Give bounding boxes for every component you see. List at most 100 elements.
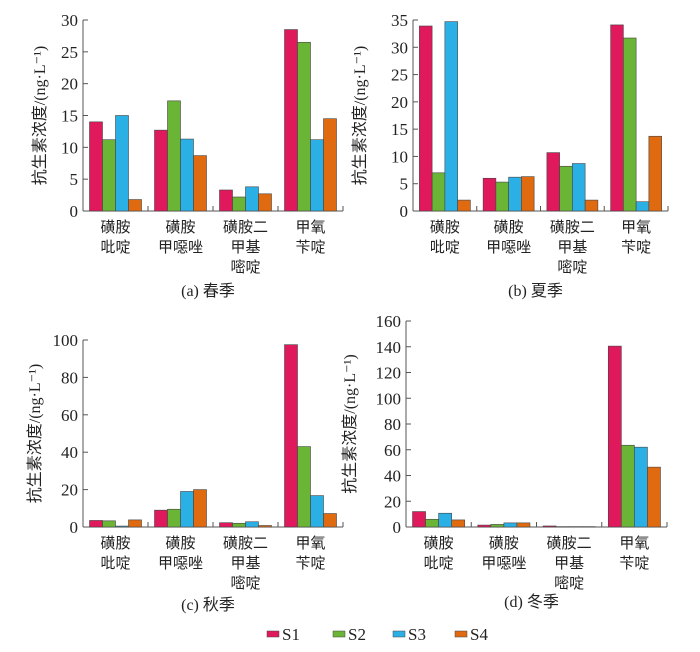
bar-s4-cat3 bbox=[323, 513, 337, 528]
bar-s2-cat1 bbox=[490, 524, 505, 528]
bar-s2-cat0 bbox=[102, 139, 116, 212]
x-category-label: 磺胺 bbox=[165, 535, 195, 552]
x-category-label: 磺胺 bbox=[430, 219, 460, 236]
bar-s1-cat2 bbox=[546, 152, 560, 212]
bar-s1-cat3 bbox=[610, 24, 624, 212]
x-category-label: 苄啶 bbox=[295, 555, 325, 572]
legend-label-s1: S1 bbox=[282, 625, 300, 644]
y-tick-label: 0 bbox=[70, 202, 79, 221]
panel-title: (d) 冬季 bbox=[504, 593, 559, 611]
bar-s4-cat2 bbox=[258, 193, 272, 212]
y-tick-label: 100 bbox=[376, 389, 402, 408]
bar-s1-cat3 bbox=[284, 344, 298, 528]
bar-s1-cat1 bbox=[482, 177, 497, 212]
x-category-label: 甲噁唑 bbox=[158, 239, 203, 256]
x-category-label: 甲基 bbox=[557, 239, 587, 256]
x-category-label: 磺胺二 bbox=[550, 219, 595, 236]
y-tick-label: 10 bbox=[61, 138, 78, 157]
legend: S1 S2 S3 S4 bbox=[266, 625, 488, 644]
x-category-label: 甲氧 bbox=[619, 535, 649, 552]
y-tick-label: 120 bbox=[376, 364, 402, 383]
bar-s4-cat2 bbox=[258, 525, 272, 528]
bar-s2-cat2 bbox=[232, 196, 246, 212]
bar-s4-cat2 bbox=[581, 526, 596, 528]
bar-s2-cat3 bbox=[621, 444, 635, 528]
bar-s3-cat2 bbox=[245, 521, 259, 528]
bar-s4-cat3 bbox=[647, 466, 661, 528]
bar-s3-cat1 bbox=[180, 138, 194, 212]
bar-s2-cat1 bbox=[495, 181, 509, 212]
bar-s3-cat1 bbox=[508, 176, 522, 212]
bar-s3-cat3 bbox=[635, 201, 650, 212]
bar-s3-cat0 bbox=[444, 21, 458, 212]
bar-s4-cat1 bbox=[193, 489, 207, 528]
x-category-label: 磺胺 bbox=[489, 535, 519, 552]
y-tick-label: 20 bbox=[384, 492, 401, 511]
x-category-label: 甲氧 bbox=[621, 219, 651, 236]
bar-s2-cat1 bbox=[167, 508, 181, 528]
bar-s2-cat3 bbox=[623, 37, 637, 212]
bar-s4-cat0 bbox=[457, 199, 471, 212]
y-tick-label: 40 bbox=[384, 467, 401, 486]
bar-s3-cat3 bbox=[310, 139, 324, 212]
bar-s3-cat0 bbox=[115, 115, 129, 212]
x-category-label: 甲氧 bbox=[295, 219, 325, 236]
x-category-label: 吡啶 bbox=[100, 555, 130, 572]
bar-s1-cat1 bbox=[154, 129, 168, 212]
x-category-label: 吡啶 bbox=[100, 239, 130, 256]
x-category-label: 嘧啶 bbox=[230, 259, 260, 276]
bar-s3-cat0 bbox=[115, 525, 129, 528]
x-category-label: 磺胺 bbox=[165, 219, 195, 236]
bar-s3-cat2 bbox=[568, 526, 583, 528]
bar-s1-cat3 bbox=[284, 29, 298, 212]
y-tick-label: 5 bbox=[70, 170, 79, 189]
panel-title: (a) 春季 bbox=[181, 282, 235, 300]
x-category-label: 磺胺二 bbox=[223, 219, 268, 236]
bar-s3-cat2 bbox=[572, 163, 586, 212]
y-tick-label: 160 bbox=[376, 312, 402, 331]
y-tick-label: 80 bbox=[384, 415, 401, 434]
y-tick-label: 10 bbox=[391, 147, 408, 166]
y-tick-label: 15 bbox=[61, 107, 78, 126]
x-category-label: 甲噁唑 bbox=[486, 239, 531, 256]
bar-s3-cat3 bbox=[310, 495, 324, 528]
y-axis-label: 抗生素浓度/(ng·L⁻¹) bbox=[31, 46, 49, 185]
legend-swatch-s3 bbox=[392, 630, 406, 638]
bar-s2-cat3 bbox=[297, 446, 311, 528]
y-tick-label: 25 bbox=[391, 66, 408, 85]
bar-s2-cat2 bbox=[232, 522, 246, 528]
bar-s2-cat2 bbox=[559, 165, 573, 212]
bar-s3-cat0 bbox=[438, 512, 452, 528]
y-tick-label: 30 bbox=[61, 11, 78, 30]
panel-title: (b) 夏季 bbox=[508, 282, 563, 300]
y-tick-label: 35 bbox=[391, 11, 408, 30]
bar-s1-cat2 bbox=[542, 525, 557, 528]
y-tick-label: 0 bbox=[393, 518, 402, 537]
x-category-label: 磺胺二 bbox=[223, 535, 268, 552]
bar-s3-cat3 bbox=[634, 446, 648, 528]
legend-swatch-s2 bbox=[332, 630, 346, 638]
x-category-label: 磺胺二 bbox=[547, 535, 592, 552]
x-category-label: 甲氧 bbox=[295, 535, 325, 552]
bar-s4-cat2 bbox=[584, 199, 599, 212]
bar-s1-cat3 bbox=[607, 345, 622, 528]
x-category-label: 甲基 bbox=[230, 555, 260, 572]
x-category-label: 吡啶 bbox=[424, 555, 454, 572]
y-tick-label: 5 bbox=[400, 175, 409, 194]
bar-s3-cat1 bbox=[503, 522, 518, 528]
y-tick-label: 60 bbox=[384, 441, 401, 460]
y-tick-label: 140 bbox=[376, 338, 402, 357]
x-category-label: 甲噁唑 bbox=[158, 555, 203, 572]
x-category-label: 吡啶 bbox=[430, 239, 460, 256]
y-tick-label: 100 bbox=[53, 331, 79, 350]
y-axis-label: 抗生素浓度/(ng·L⁻¹) bbox=[341, 354, 359, 493]
bar-s2-cat0 bbox=[431, 172, 446, 212]
bar-s4-cat1 bbox=[521, 176, 535, 212]
legend-swatch-s4 bbox=[454, 630, 468, 638]
y-tick-label: 20 bbox=[391, 93, 408, 112]
panel-title: (c) 秋季 bbox=[181, 596, 235, 614]
